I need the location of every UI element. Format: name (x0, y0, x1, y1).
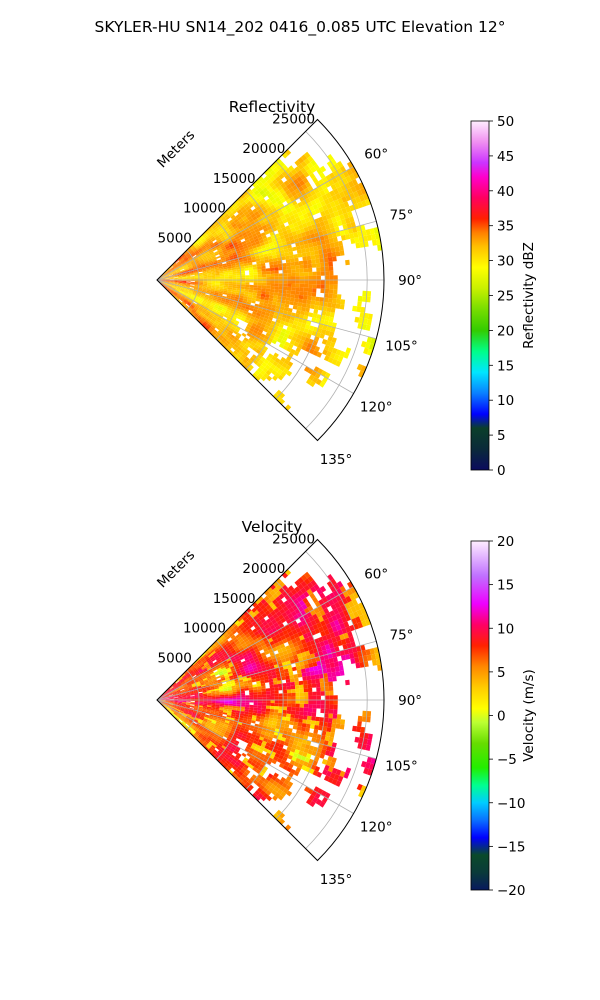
colorbar-tick-label: 10 (497, 621, 514, 637)
theta-tick-label: 120° (360, 400, 393, 416)
theta-gridline (156, 220, 377, 281)
theta-gridline (156, 166, 354, 281)
colorbar-tick-label: 20 (497, 534, 514, 550)
colorbar-tick-label: 50 (497, 114, 514, 130)
theta-gridline (156, 586, 354, 701)
radial-axis-label: Meters (154, 127, 198, 171)
theta-gridline (156, 699, 377, 760)
figure-suptitle: SKYLER-HU SN14_202 0416_0.085 UTC Elevat… (95, 18, 506, 37)
radial-tick-label: 15000 (213, 171, 256, 187)
velocity-panel: Velocity 5000 10000 15000 20000 25000 60° 75° 90… (154, 518, 537, 899)
theta-tick-label: 120° (360, 820, 393, 836)
radial-tick-label: 5000 (158, 650, 192, 666)
colorbar-tick-label: 0 (497, 709, 506, 725)
colorbar-tick-label: 20 (497, 323, 514, 339)
radial-axis-label: Meters (154, 547, 198, 591)
colorbar (470, 120, 490, 471)
radar-field (157, 569, 383, 831)
theta-tick-label: 90° (398, 693, 422, 709)
theta-tick-label: 135° (320, 452, 353, 468)
radial-tick-label: 25000 (272, 111, 315, 127)
theta-tick-label: 75° (390, 207, 414, 223)
radial-tick-label: 5000 (158, 230, 192, 246)
colorbar (470, 540, 490, 891)
colorbar-tick-label: −10 (497, 796, 526, 812)
polar-frame (156, 118, 385, 442)
colorbar-tick-label: 0 (497, 463, 506, 479)
colorbar-tick-label: 40 (497, 184, 514, 200)
theta-tick-label: 90° (398, 273, 422, 289)
radial-tick-label: 10000 (183, 621, 226, 637)
theta-gridline (156, 279, 354, 394)
colorbar-label: Reflectivity dBZ (521, 242, 537, 349)
colorbar-tick-label: 5 (497, 428, 506, 444)
colorbar-tick-label: 45 (497, 149, 514, 165)
colorbar-tick-label: −20 (497, 883, 526, 899)
colorbar-tick-label: 25 (497, 289, 514, 305)
colorbar-tick-label: 15 (497, 578, 514, 594)
reflectivity-panel: Reflectivity 5000 10000 15000 20000 25000 60° 7… (154, 98, 537, 479)
radial-tick-label: 25000 (272, 531, 315, 547)
theta-tick-label: 135° (320, 872, 353, 888)
colorbar-tick-label: 35 (497, 219, 514, 235)
theta-tick-label: 105° (385, 339, 418, 355)
theta-tick-label: 60° (364, 146, 388, 162)
theta-gridline (156, 640, 377, 701)
radial-tick-label: 20000 (242, 141, 285, 157)
panel-title: Velocity (242, 518, 303, 536)
theta-tick-label: 60° (364, 566, 388, 582)
radial-tick-label: 10000 (183, 201, 226, 217)
theta-tick-label: 105° (385, 759, 418, 775)
colorbar-tick-label: 10 (497, 393, 514, 409)
theta-tick-label: 75° (390, 627, 414, 643)
colorbar-label: Velocity (m/s) (521, 669, 537, 762)
colorbar-tick-label: −15 (497, 839, 526, 855)
theta-gridline (156, 279, 377, 340)
radial-tick-label: 20000 (242, 561, 285, 577)
colorbar-tick-label: 15 (497, 358, 514, 374)
radial-tick-label: 15000 (213, 591, 256, 607)
colorbar-tick-label: 5 (497, 665, 506, 681)
theta-gridline (156, 699, 354, 814)
polar-frame (156, 538, 385, 862)
colorbar-tick-label: 30 (497, 254, 514, 270)
colorbar-tick-label: −5 (497, 752, 517, 768)
panel-title: Reflectivity (229, 98, 316, 116)
